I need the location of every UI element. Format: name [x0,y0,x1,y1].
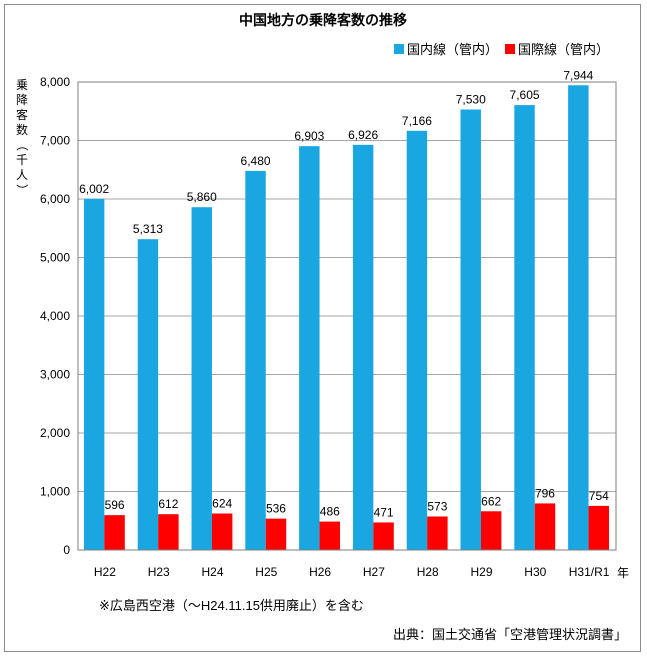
bar-domestic [568,85,589,550]
axes [77,81,617,551]
y-tick-label: 8,000 [40,75,70,89]
bar-international [319,521,341,550]
y-axis-label-char: 客 [16,107,28,122]
y-tick-label: 3,000 [40,368,70,382]
data-label-domestic: 7,530 [456,92,486,106]
y-tick-labels: 0 1,000 2,000 3,000 4,000 5,000 6,000 7,000 8,00… [40,75,70,557]
y-axis-label-char: 降 [16,93,28,107]
x-tick-label: H25 [255,565,277,579]
legend-swatch-international [505,44,515,54]
bar-domestic [245,170,266,551]
bar-international [158,514,179,550]
footnote: ※広島西空港（～H24.11.15供用廃止）を含む [99,598,364,613]
data-label-domestic: 7,944 [563,68,593,82]
bar-chart: 中国地方の乗降客数の推移 国内線（管内） 国際線（管内） 乗降客数 （ 千人 ） 0 1… [15,12,629,642]
data-label-international: 796 [535,486,555,500]
bar-domestic [352,144,374,551]
data-label-international: 596 [105,498,125,512]
data-label-domestic: 6,903 [294,129,324,143]
y-axis-label-char: （ [15,139,29,151]
x-tick-label: H27 [363,565,385,579]
y-tick-label: 7,000 [40,134,70,148]
bar-domestic [460,109,481,551]
data-label-domestic: 6,002 [79,182,109,196]
bar-domestic [191,207,212,550]
bar-international [534,503,556,550]
x-tick-label: H24 [201,565,223,579]
y-axis-label-char: ） [15,184,29,196]
data-label-international: 754 [589,489,609,503]
x-tick-label: H23 [148,565,170,579]
plot-area-border [77,81,617,551]
bar-domestic [83,198,105,550]
data-label-domestic: 6,480 [241,154,271,168]
y-tick-label: 2,000 [40,426,70,440]
data-label-international: 612 [158,497,178,511]
data-label-international: 573 [427,499,447,513]
bar-international [104,515,125,550]
data-label-domestic: 5,860 [187,190,217,204]
y-tick-label: 4,000 [40,309,70,323]
data-label-domestic: 6,926 [348,128,378,142]
bar-international [211,513,233,550]
y-tick-label: 1,000 [40,485,70,499]
bar-international [480,511,502,550]
data-labels: 6,002 596 5,313 612 5,860 624 6,480 536 6,903 486… [79,68,609,519]
chart-frame: 中国地方の乗降客数の推移 国内線（管内） 国際線（管内） 乗降客数 （ 千人 ） 0 1… [4,4,641,652]
legend-label-domestic: 国内線（管内） [407,42,498,57]
legend-swatch-domestic [394,44,404,54]
x-tick-labels: H22 H23 H24 H25 H26 H27 H28 H29 H30 H31/R1 [94,565,610,579]
y-axis-label-char: 数 [16,122,28,137]
data-label-international: 624 [212,496,232,510]
bars [83,85,610,551]
data-label-international: 662 [481,494,501,508]
y-axis-label-char: 乗 [16,78,28,92]
bar-international [588,505,610,550]
y-tick-label: 0 [63,543,70,557]
y-axis-label-char: 人 [16,168,28,182]
bar-domestic [406,130,428,550]
source-note: 出典：国土交通省「空港管理状況調書」 [393,627,627,642]
bar-international [373,522,394,550]
y-tick-label: 5,000 [40,251,70,265]
y-axis-label: 乗降客数 （ 千人 ） [15,78,29,196]
data-label-international: 471 [374,505,394,519]
bar-domestic [299,146,320,550]
bar-international [265,518,287,550]
bar-international [427,516,448,550]
data-label-international: 486 [320,505,340,519]
x-tick-label: H31/R1 [569,565,610,579]
data-label-domestic: 5,313 [133,222,163,236]
bar-domestic [514,105,535,551]
x-tick-label: H30 [524,565,546,579]
data-label-international: 536 [266,502,286,516]
data-label-domestic: 7,166 [402,114,432,128]
x-tick-label: H26 [309,565,331,579]
x-tick-label: H29 [470,565,492,579]
x-tick-label: H22 [94,565,116,579]
legend-label-international: 国際線（管内） [518,42,609,57]
x-tick-label: H28 [417,565,439,579]
chart-title: 中国地方の乗降客数の推移 [239,12,407,28]
gridlines [78,81,616,551]
y-tick-label: 6,000 [40,192,70,206]
y-axis-label-char: 千 [16,153,28,167]
bar-domestic [137,239,159,550]
legend: 国内線（管内） 国際線（管内） [394,42,609,57]
data-label-domestic: 7,605 [510,88,540,102]
x-axis-label: 年 [617,566,629,580]
